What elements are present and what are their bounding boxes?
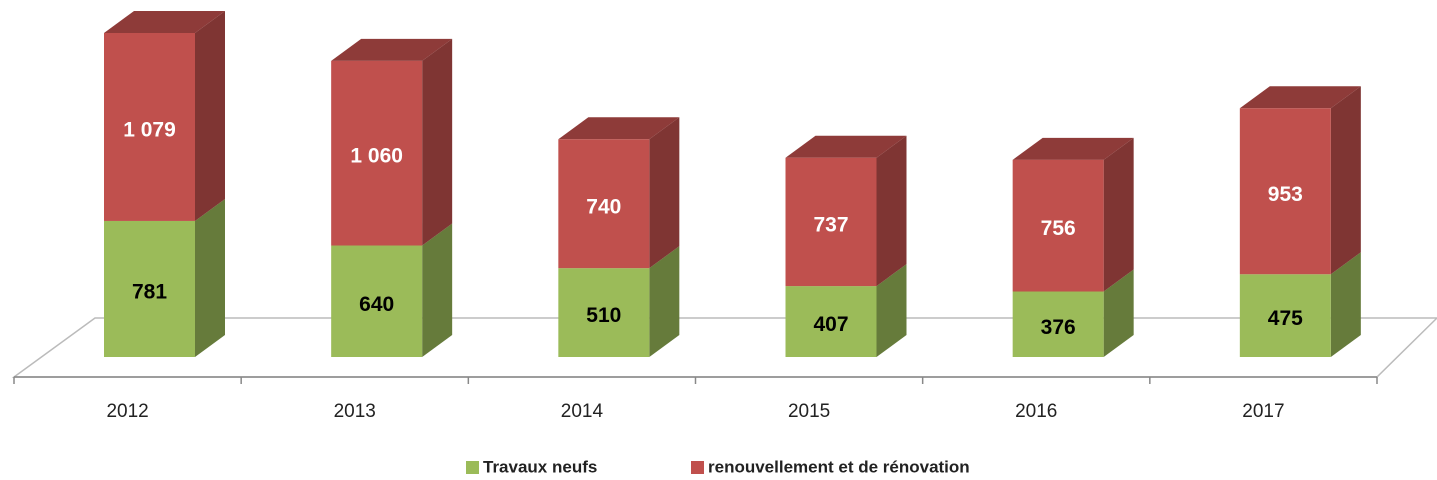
bar-top xyxy=(331,38,453,61)
bar xyxy=(558,139,650,269)
bar-side xyxy=(876,135,907,287)
value-label: 1 060 xyxy=(350,145,403,168)
bar-top xyxy=(558,117,680,140)
x-tick-label: 2017 xyxy=(1242,401,1284,422)
bar-side xyxy=(195,198,225,357)
value-label: 740 xyxy=(586,195,621,218)
bar-top xyxy=(104,11,225,33)
bar xyxy=(1012,291,1104,357)
bar-side xyxy=(422,38,453,246)
value-label: 756 xyxy=(1041,217,1076,240)
bar xyxy=(104,33,195,221)
bar-side xyxy=(1330,252,1361,357)
bar-side xyxy=(1103,269,1134,357)
bar-side xyxy=(649,246,680,357)
value-label: 1 079 xyxy=(123,119,176,142)
x-tick-label: 2014 xyxy=(561,401,604,422)
value-label: 376 xyxy=(1041,316,1076,339)
value-label: 640 xyxy=(359,293,394,316)
bar-side xyxy=(649,117,680,269)
bar xyxy=(558,268,650,357)
value-label: 475 xyxy=(1268,307,1303,330)
floor xyxy=(11,317,1437,378)
legend-label: Travaux neufs xyxy=(483,457,597,476)
bar-side xyxy=(1330,86,1361,275)
bar-side xyxy=(876,264,907,357)
legend-swatch xyxy=(691,461,704,474)
bar-top xyxy=(1012,137,1134,160)
bar xyxy=(331,245,423,357)
bar-side xyxy=(1103,137,1134,292)
bar xyxy=(1239,108,1331,275)
x-tick-label: 2012 xyxy=(106,401,148,422)
bar xyxy=(331,60,423,246)
legend-swatch xyxy=(466,461,479,474)
value-label: 407 xyxy=(813,313,848,336)
bar xyxy=(1012,159,1104,292)
bar-side xyxy=(422,223,453,357)
x-tick-label: 2016 xyxy=(1015,401,1057,422)
bar-top xyxy=(1239,86,1361,109)
bar xyxy=(785,157,877,287)
value-label: 953 xyxy=(1268,183,1303,206)
bar-side xyxy=(195,11,225,221)
bar-top xyxy=(785,135,907,158)
legend-label: renouvellement et de rénovation xyxy=(708,457,970,476)
value-label: 737 xyxy=(813,213,848,236)
bar xyxy=(1239,274,1331,357)
bar xyxy=(104,220,195,357)
value-label: 781 xyxy=(132,281,167,304)
bar xyxy=(785,286,877,357)
x-tick-label: 2013 xyxy=(334,401,376,422)
x-tick-label: 2015 xyxy=(788,401,830,422)
value-label: 510 xyxy=(586,304,621,327)
